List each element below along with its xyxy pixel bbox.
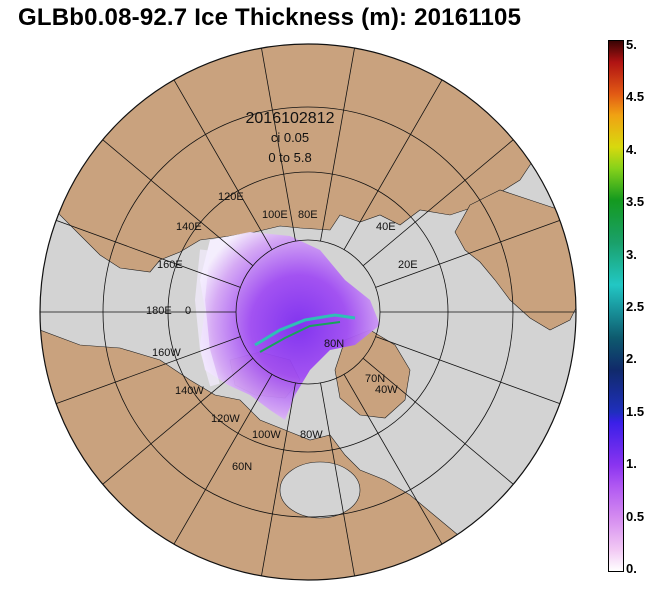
meridian-line bbox=[102, 139, 254, 267]
lon-label-120w: 120W bbox=[211, 413, 240, 425]
map-boundary bbox=[39, 43, 577, 581]
annotation-range: 0 to 5.8 bbox=[268, 150, 311, 165]
colorbar-tick-label: 4. bbox=[626, 141, 637, 157]
colorbar-tick-label: 3.5 bbox=[626, 194, 645, 210]
lon-label-40w: 40W bbox=[375, 384, 398, 396]
meridian-line bbox=[362, 139, 514, 267]
lon-label-140e: 140E bbox=[176, 221, 202, 233]
colorbar-tick-label: 0. bbox=[626, 561, 637, 576]
lon-label-80e: 80E bbox=[298, 209, 318, 221]
colorbar-tick-label: 3. bbox=[626, 246, 637, 262]
meridian-line bbox=[320, 48, 355, 242]
thick-ice-band-2 bbox=[259, 321, 341, 353]
lon-label-160w: 160W bbox=[152, 347, 181, 359]
greenland-landmass bbox=[334, 329, 411, 419]
lon-label-140w: 140W bbox=[175, 385, 204, 397]
meridian-line bbox=[56, 219, 241, 288]
lat-label-60n: 60N bbox=[232, 461, 252, 473]
lon-label-100e: 100E bbox=[262, 209, 288, 221]
meridian-line bbox=[375, 219, 560, 288]
thick-ice-band bbox=[254, 313, 356, 347]
meridian-line bbox=[375, 336, 560, 405]
meridian-line bbox=[320, 382, 355, 576]
map-title: GLBb0.08-92.7 Ice Thickness (m): 2016110… bbox=[18, 4, 522, 31]
colorbar-tick-label: 2.5 bbox=[626, 299, 645, 314]
colorbar-tick-label: 1. bbox=[626, 456, 637, 472]
lon-label-120e: 120E bbox=[218, 191, 244, 203]
hudson-bay bbox=[279, 461, 361, 519]
meridian-line bbox=[261, 382, 296, 576]
marginal-ice bbox=[194, 249, 220, 387]
colorbar-tick-label: 0.5 bbox=[626, 508, 645, 524]
colorbar-tick-label: 1.5 bbox=[626, 403, 645, 419]
lat-label-80n: 80N bbox=[324, 338, 344, 350]
colorbar-tick-label: 5. bbox=[626, 37, 637, 52]
lat-label-70n: 70N bbox=[365, 373, 385, 385]
meridian-line bbox=[102, 357, 254, 485]
meridian-line bbox=[362, 357, 514, 485]
lon-label-20e: 20E bbox=[398, 259, 418, 271]
europe-landmass bbox=[454, 189, 576, 331]
annotation-datetime: 2016102812 bbox=[246, 110, 335, 127]
meridian-line bbox=[261, 48, 296, 242]
lon-label-160e: 160E bbox=[157, 259, 183, 271]
colorbar-tick-label: 2. bbox=[626, 351, 637, 367]
lon-label-0: 0 bbox=[185, 305, 191, 317]
colorbar-tick-label: 4.5 bbox=[626, 89, 645, 105]
meridians bbox=[40, 48, 576, 576]
lon-label-100w: 100W bbox=[252, 429, 281, 441]
lon-label-80w: 80W bbox=[300, 429, 323, 441]
annotation-ci: ci 0.05 bbox=[271, 130, 309, 145]
colorbar bbox=[608, 40, 624, 572]
lon-label-40e: 40E bbox=[376, 221, 396, 233]
meridian-line bbox=[173, 79, 273, 250]
meridian-line bbox=[173, 374, 273, 545]
lon-label-180e: 180E bbox=[146, 305, 172, 317]
meridian-line bbox=[343, 79, 443, 250]
meridian-line bbox=[56, 336, 241, 405]
meridian-line bbox=[343, 374, 443, 545]
